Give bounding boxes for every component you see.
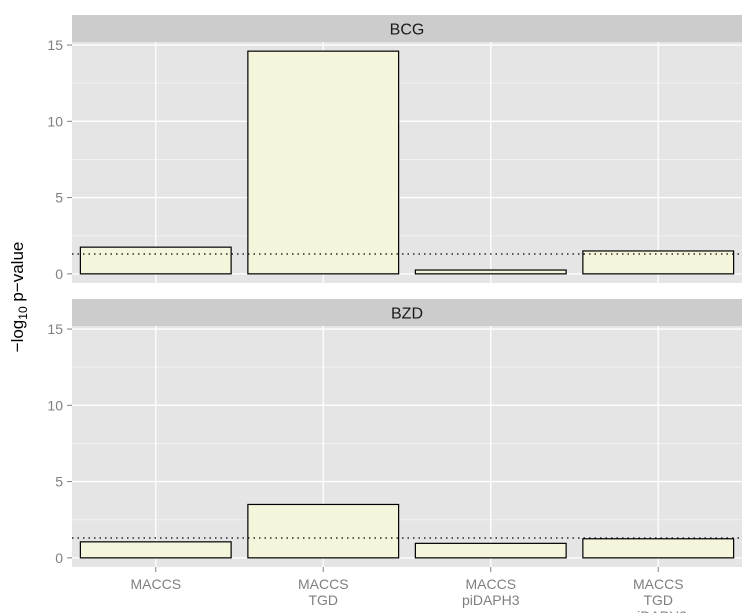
- x-tick-label-line: MACCS: [465, 576, 516, 592]
- x-tick-label-line: piDAPH3: [462, 592, 520, 608]
- bar: [582, 538, 735, 559]
- y-axis-title-prefix: −log: [8, 320, 27, 353]
- panel-background: [72, 326, 742, 567]
- y-axis-title-suffix: p−value: [8, 242, 27, 307]
- bar: [414, 269, 567, 275]
- facet-strip-label: BZD: [391, 306, 423, 323]
- bar: [582, 250, 735, 275]
- x-tick-label: MACCS TGD: [298, 576, 349, 608]
- bar: [414, 542, 567, 559]
- y-tick-label: 10: [47, 397, 63, 413]
- bar: [79, 541, 232, 559]
- y-axis-title-subscript: 10: [16, 306, 30, 320]
- x-tick-label: MACCS piDAPH3: [462, 576, 520, 608]
- x-tick-label-line: piDAPH3: [629, 608, 687, 613]
- y-tick-label: 10: [47, 113, 63, 129]
- bar: [247, 50, 400, 275]
- y-tick-label: 0: [55, 550, 63, 566]
- y-tick-label: 15: [47, 37, 63, 53]
- panel-background: [72, 42, 742, 283]
- x-tick-label-line: TGD: [308, 592, 338, 608]
- x-tick-label-line: MACCS: [130, 576, 181, 592]
- x-tick-label-line: MACCS: [298, 576, 349, 592]
- svg-text:−log10 p−value: −log10 p−value: [8, 242, 30, 353]
- x-tick-label-line: MACCS: [633, 576, 684, 592]
- y-axis-title: −log10 p−value: [8, 242, 30, 353]
- y-tick-label: 5: [55, 474, 63, 490]
- facet-panel-bcg: BCG 0 5 10 15: [47, 15, 742, 283]
- y-tick-label: 0: [55, 266, 63, 282]
- facet-strip: [72, 299, 742, 326]
- x-tick-label: MACCS: [130, 576, 181, 592]
- x-tick-label: MACCSTGDpiDAPH3: [629, 576, 687, 613]
- facet-strip: [72, 15, 742, 42]
- y-tick-label: 5: [55, 190, 63, 206]
- bar: [79, 246, 232, 275]
- facet-strip-label: BCG: [390, 22, 425, 39]
- y-tick-label: 15: [47, 321, 63, 337]
- bar: [247, 503, 400, 559]
- x-tick-label-line: TGD: [643, 592, 673, 608]
